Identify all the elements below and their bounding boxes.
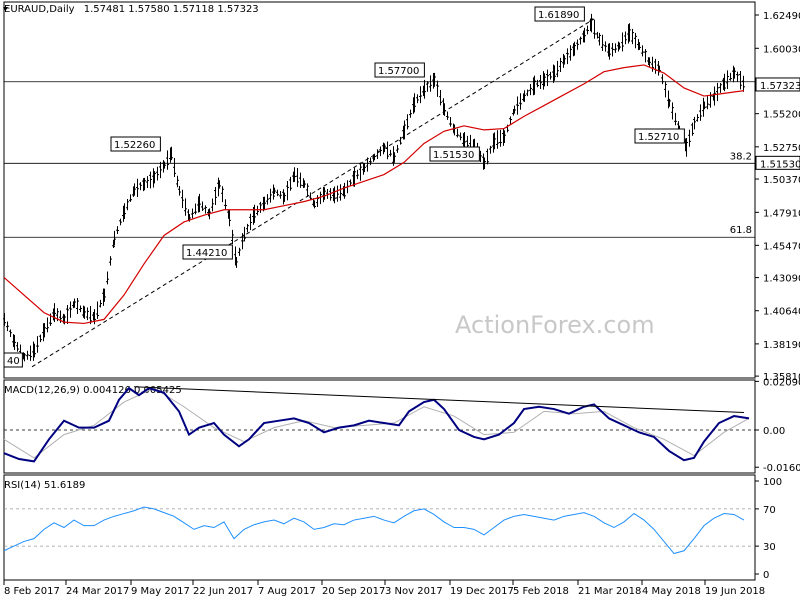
macd-signal-line [3, 387, 750, 459]
price-label: 1.52710 [638, 132, 679, 143]
price-label-box [534, 6, 585, 22]
symbol-label: EURAUD,Daily [4, 4, 75, 15]
y-tick-label: 1.40640 [763, 307, 800, 318]
rsi-y-tick-label: 30 [763, 542, 776, 553]
price-label: 1.57700 [378, 66, 419, 77]
x-tick-label: 8 Feb 2017 [4, 586, 60, 597]
x-tick-label: 19 Dec 2017 [450, 586, 514, 597]
watermark: ActionForex.com [455, 311, 655, 339]
rsi-y-tick-label: 0 [763, 570, 769, 581]
x-tick-label: 4 May 2018 [642, 586, 701, 597]
y-tick-label: 1.55200 [763, 110, 800, 121]
rsi-line [3, 506, 745, 555]
y-tick-label: 1.43090 [763, 274, 800, 285]
price-label-box [182, 244, 233, 260]
x-tick-label: 3 Nov 2017 [385, 586, 443, 597]
y-tick-label: 1.35810 [763, 372, 800, 383]
macd-line [3, 386, 750, 463]
fib-label: 38.2 [730, 151, 752, 162]
macd-trendline [133, 386, 745, 414]
price-label: 1.51530 [433, 150, 474, 161]
macd-title: MACD(12,26,9) 0.004126 0.005425 [4, 385, 182, 396]
price-label: 40 [7, 356, 20, 367]
x-tick-label: 7 Aug 2017 [258, 586, 316, 597]
macd-y-tick-label: 0.00 [763, 426, 785, 437]
ohlc-text: 1.57481 1.57580 1.57118 1.57323 [84, 4, 259, 15]
x-tick-label: 22 Jun 2017 [193, 586, 253, 597]
macd-y-tick-label: 0.020904 [763, 377, 800, 388]
rsi-y-tick-label: 100 [763, 477, 782, 488]
x-tick-label: 21 Mar 2018 [578, 586, 641, 597]
macd-y-tick-label: -0.016023 [763, 463, 800, 474]
x-tick-label: 20 Sep 2017 [322, 586, 385, 597]
price-tag-box [755, 77, 800, 92]
price-label-box [374, 62, 425, 78]
price-tag-label: 1.57323 [760, 81, 800, 92]
price-label: 1.52260 [114, 140, 155, 151]
rsi-y-tick-label: 70 [763, 505, 776, 516]
dropdown-triangle-icon [3, 7, 8, 11]
y-tick-label: 1.45470 [763, 241, 800, 252]
price-label-box [3, 352, 23, 368]
moving-average-line [3, 64, 745, 325]
chart-title: EURAUD,Daily 1.57481 1.57580 1.57118 1.5… [4, 4, 259, 15]
price-label-box [429, 146, 480, 162]
channel-line [31, 18, 595, 368]
panel-frame-rsi [3, 474, 756, 581]
y-tick-label: 1.47910 [763, 208, 800, 219]
y-tick-label: 1.38190 [763, 340, 800, 351]
price-label: 1.61890 [538, 10, 579, 21]
x-tick-label: 24 Mar 2017 [66, 586, 129, 597]
x-tick-label: 19 Jun 2018 [705, 586, 765, 597]
fib-label: 61.8 [730, 225, 752, 236]
panel-frame-price [3, 1, 756, 379]
y-tick-label: 1.50370 [763, 175, 800, 186]
price-label-box [634, 128, 685, 144]
y-tick-label: 1.60030 [763, 44, 800, 55]
x-tick-label: 9 May 2017 [131, 586, 190, 597]
panel-frame-macd [3, 379, 756, 474]
rsi-title: RSI(14) 51.6189 [4, 480, 85, 491]
y-tick-label: 1.62490 [763, 11, 800, 22]
y-tick-label: 1.52750 [763, 143, 800, 154]
price-tag-box [755, 155, 800, 170]
x-tick-label: 5 Feb 2018 [513, 586, 569, 597]
price-label-box [110, 136, 161, 152]
price-tag-label: 1.51530 [760, 159, 800, 170]
price-label: 1.44210 [186, 248, 227, 259]
